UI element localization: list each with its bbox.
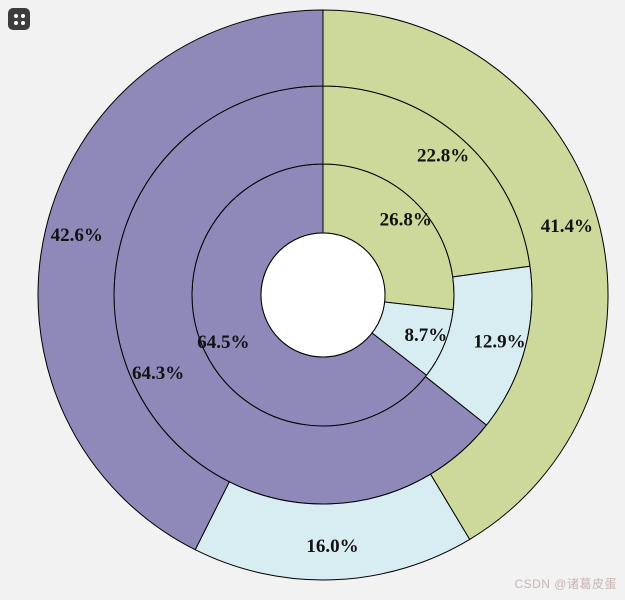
ring-middle-label-blue: 12.9% [473,332,525,353]
ring-outer-segment-purple [37,9,324,551]
image-toolbar-button[interactable] [8,8,30,30]
ring-middle-label-purple: 64.3% [132,363,184,384]
ring-outer-segment-green [322,9,609,541]
ring-outer-label-green: 41.4% [541,216,593,237]
grip-dots-icon [13,13,25,25]
ring-inner-label-blue: 8.7% [404,325,447,346]
ring-outer-label-purple: 42.6% [51,225,103,246]
ring-inner-label-purple: 64.5% [197,332,249,353]
watermark: CSDN @诸葛皮蛋 [514,577,617,591]
ring-inner-label-green: 26.8% [380,209,432,230]
ring-middle-label-green: 22.8% [417,145,469,166]
donut-center-hole [260,232,386,358]
ring-outer-label-blue: 16.0% [306,536,358,557]
